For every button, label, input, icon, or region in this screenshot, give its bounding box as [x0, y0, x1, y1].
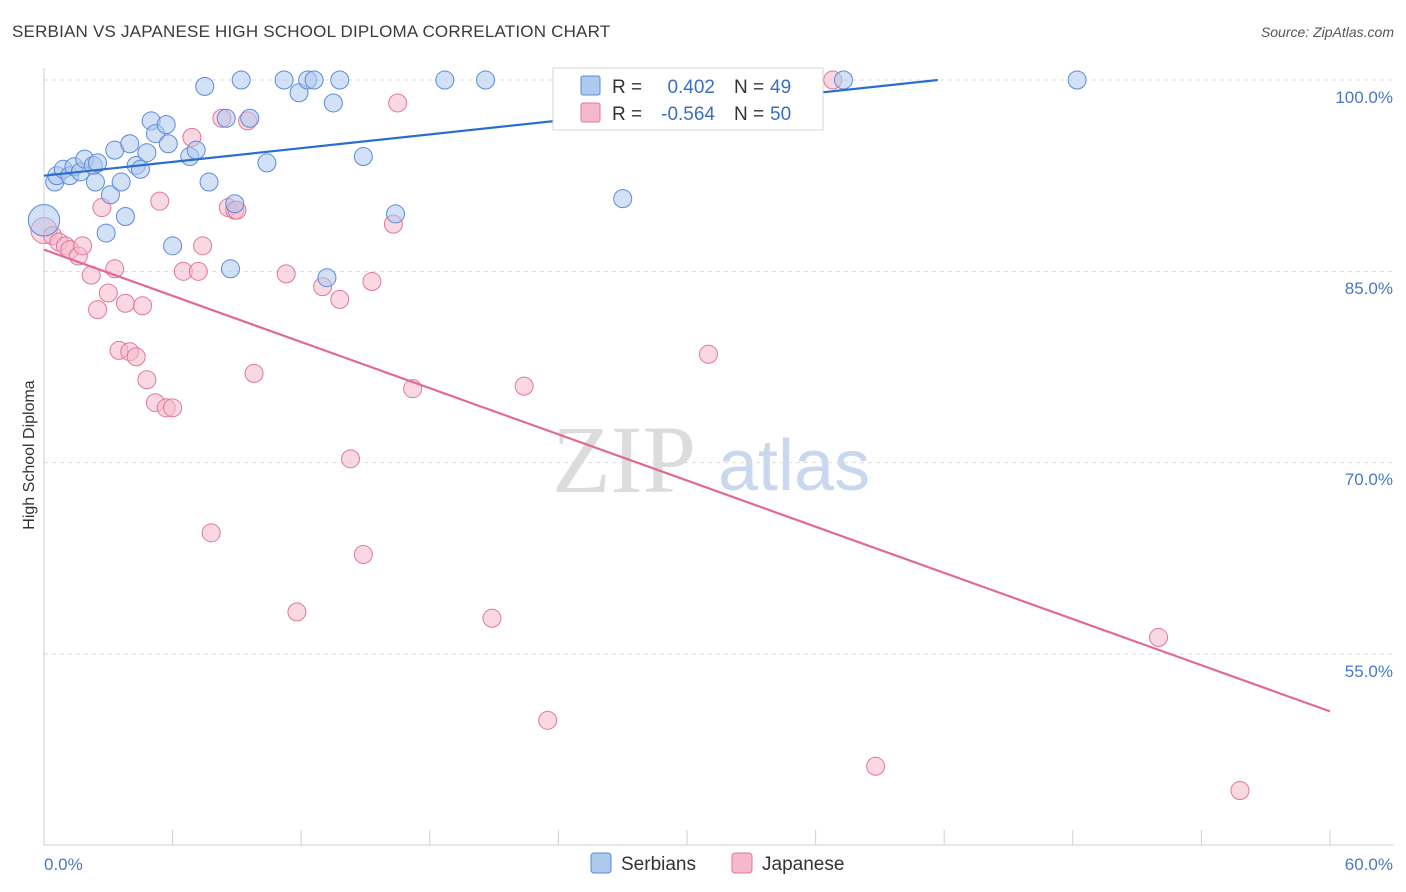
japanese-point — [1230, 780, 1250, 800]
serbians-point — [240, 108, 260, 128]
bottom-legend: Serbians Japanese — [590, 852, 844, 875]
bottom-legend-swatch-serbians — [590, 852, 612, 874]
serbians-point — [225, 194, 245, 214]
japanese-point — [133, 296, 153, 316]
japanese-point — [1149, 627, 1169, 647]
legend-box: R = 0.402 N = 49 R = -0.564 N = 50 — [552, 67, 824, 131]
japanese-point — [115, 293, 135, 313]
serbians-point — [130, 159, 150, 179]
japanese-point — [353, 545, 373, 565]
serbians-point — [156, 115, 176, 135]
japanese-point — [88, 300, 108, 320]
serbians-point — [353, 147, 373, 167]
japanese-point — [514, 376, 534, 396]
y-tick-label-55: 55.0% — [1345, 662, 1393, 681]
serbians-point — [27, 204, 61, 237]
serbians-point — [199, 172, 219, 192]
serbians-point — [220, 259, 240, 279]
legend-swatch-japanese — [580, 102, 601, 123]
watermark: ZIP atlas — [552, 406, 870, 513]
legend-n-label-serbians: N = — [734, 77, 764, 98]
japanese-point — [137, 370, 157, 390]
japanese-point — [126, 347, 146, 367]
japanese-point — [482, 608, 502, 628]
serbians-point — [257, 153, 277, 173]
y-axis-label: High School Diploma — [21, 380, 38, 530]
legend-n-label-japanese: N = — [734, 104, 764, 125]
japanese-point — [866, 756, 886, 776]
serbians-point — [1067, 70, 1087, 90]
chart-title: SERBIAN VS JAPANESE HIGH SCHOOL DIPLOMA … — [12, 22, 611, 41]
trend-lines — [43, 78, 1331, 713]
legend-n-japanese: 50 — [770, 104, 791, 125]
legend-swatch-serbians — [580, 75, 601, 96]
serbians-point — [88, 153, 108, 173]
serbians-point — [833, 70, 853, 90]
bottom-legend-japanese: Japanese — [762, 854, 844, 875]
japanese-point — [150, 191, 170, 211]
serbians-point — [330, 70, 350, 90]
watermark-zip: ZIP — [552, 406, 696, 513]
x-tick-label-max: 60.0% — [1345, 855, 1393, 874]
x-tick-label-min: 0.0% — [44, 855, 83, 874]
serbians-point — [231, 70, 251, 90]
legend-r-label-japanese: R = — [612, 104, 642, 125]
japanese-point — [188, 261, 208, 281]
bottom-legend-swatch-japanese — [731, 852, 753, 874]
serbians-point — [111, 172, 131, 192]
japanese-trend-line — [43, 248, 1331, 713]
serbians-point — [120, 134, 140, 154]
serbians-point — [317, 268, 337, 288]
bottom-legend-serbians: Serbians — [621, 854, 696, 875]
serbians-point — [435, 70, 455, 90]
japanese-point — [244, 363, 264, 383]
japanese-point — [388, 93, 408, 113]
chart-source: Source: ZipAtlas.com — [1260, 24, 1394, 40]
legend-r-japanese: -0.564 — [661, 104, 715, 125]
serbians-point — [216, 108, 236, 128]
serbians-point — [158, 134, 178, 154]
japanese-point — [276, 264, 296, 284]
axes — [43, 68, 1394, 846]
legend-r-label-serbians: R = — [612, 77, 642, 98]
japanese-point — [163, 398, 183, 418]
serbians-point — [137, 143, 157, 163]
serbians-point — [323, 93, 343, 113]
serbians-point — [304, 70, 324, 90]
y-tick-labels: 100.0% 85.0% 70.0% 55.0% — [1335, 88, 1393, 681]
serbians-point — [100, 185, 120, 205]
japanese-point — [193, 236, 213, 256]
y-tick-label-70: 70.0% — [1345, 470, 1393, 489]
legend-n-serbians: 49 — [770, 77, 791, 98]
serbians-point — [115, 206, 135, 226]
serbians-point — [274, 70, 294, 90]
serbians-point — [85, 172, 105, 192]
japanese-point — [98, 283, 118, 303]
y-tick-label-100: 100.0% — [1335, 88, 1393, 107]
japanese-point — [330, 289, 350, 309]
x-axis-ticks — [43, 830, 1331, 845]
japanese-point — [340, 449, 360, 469]
watermark-atlas: atlas — [718, 426, 870, 506]
y-tick-label-85: 85.0% — [1345, 279, 1393, 298]
serbians-point — [613, 189, 633, 209]
grid-lines — [44, 79, 1394, 655]
serbians-point — [476, 70, 496, 90]
serbians-point — [96, 223, 116, 243]
japanese-point — [538, 710, 558, 730]
serbians-point — [195, 76, 215, 96]
serbians-point — [386, 204, 406, 224]
japanese-point — [362, 272, 382, 292]
japanese-point — [287, 602, 307, 622]
japanese-point — [698, 344, 718, 364]
japanese-point — [73, 236, 93, 256]
legend-r-serbians: 0.402 — [667, 77, 715, 98]
serbians-point — [186, 140, 206, 160]
japanese-point — [201, 523, 221, 543]
serbians-point — [163, 236, 183, 256]
